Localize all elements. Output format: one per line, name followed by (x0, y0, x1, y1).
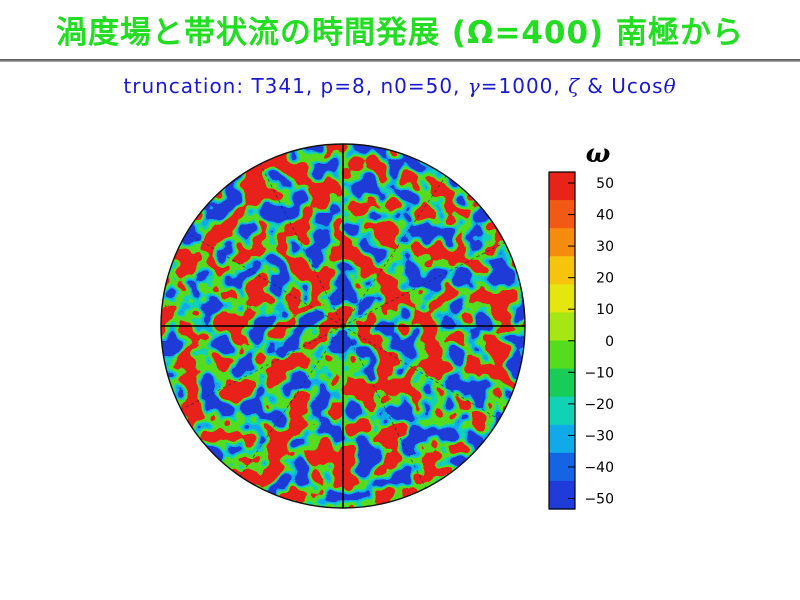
colorbar-tick-label: −30 (584, 428, 614, 444)
colorbar-swatch (549, 256, 575, 285)
colorbar-swatch (549, 424, 575, 454)
colorbar-swatch (549, 340, 575, 370)
colorbar-tick-label: 50 (596, 176, 614, 192)
title-divider (0, 59, 800, 62)
theta-symbol: θ (663, 74, 677, 98)
parameter-subtitle: truncation: T341, p=8, n0=50, γ=1000, ζ … (0, 74, 800, 104)
colorbar-tick-label: 20 (596, 271, 614, 287)
colorbar-swatch (549, 368, 575, 398)
colorbar-swatch (549, 312, 575, 342)
colorbar-swatch (549, 172, 575, 201)
page-title: 渦度場と帯状流の時間発展 (Ω=400) 南極から (56, 15, 744, 51)
colorbar-swatch (549, 228, 575, 257)
colorbar: ω 50 40 30 20 10 0 −10 −20 −30 −40 −50 (548, 139, 614, 510)
colorbar-tick-label: 10 (596, 302, 614, 318)
colorbar-tick-label: −50 (584, 492, 614, 508)
colorbar-swatches (549, 172, 575, 510)
colorbar-tick-label: −10 (584, 365, 614, 381)
ucos-text: & Ucos (579, 74, 664, 98)
gamma-symbol: γ (467, 74, 481, 98)
colorbar-tick-label: 40 (596, 208, 614, 224)
colorbar-tick-label: −20 (584, 397, 614, 413)
colorbar-tick-label: 0 (605, 334, 614, 350)
zeta-symbol: ζ (568, 74, 580, 98)
colorbar-swatch (549, 480, 575, 510)
gamma-value: =1000, (480, 74, 569, 98)
south-pole-globe (160, 143, 526, 509)
subtitle-truncation-text: truncation: T341, p=8, n0=50, (123, 74, 468, 98)
colorbar-swatch (549, 396, 575, 426)
colorbar-swatch (549, 284, 575, 314)
graticule (161, 144, 525, 508)
colorbar-tick-label: −40 (584, 460, 614, 476)
colorbar-tick-label: 30 (596, 239, 614, 255)
colorbar-ticks: 50 40 30 20 10 0 −10 −20 −30 −40 −50 (568, 176, 614, 508)
colorbar-label: ω (586, 139, 611, 169)
